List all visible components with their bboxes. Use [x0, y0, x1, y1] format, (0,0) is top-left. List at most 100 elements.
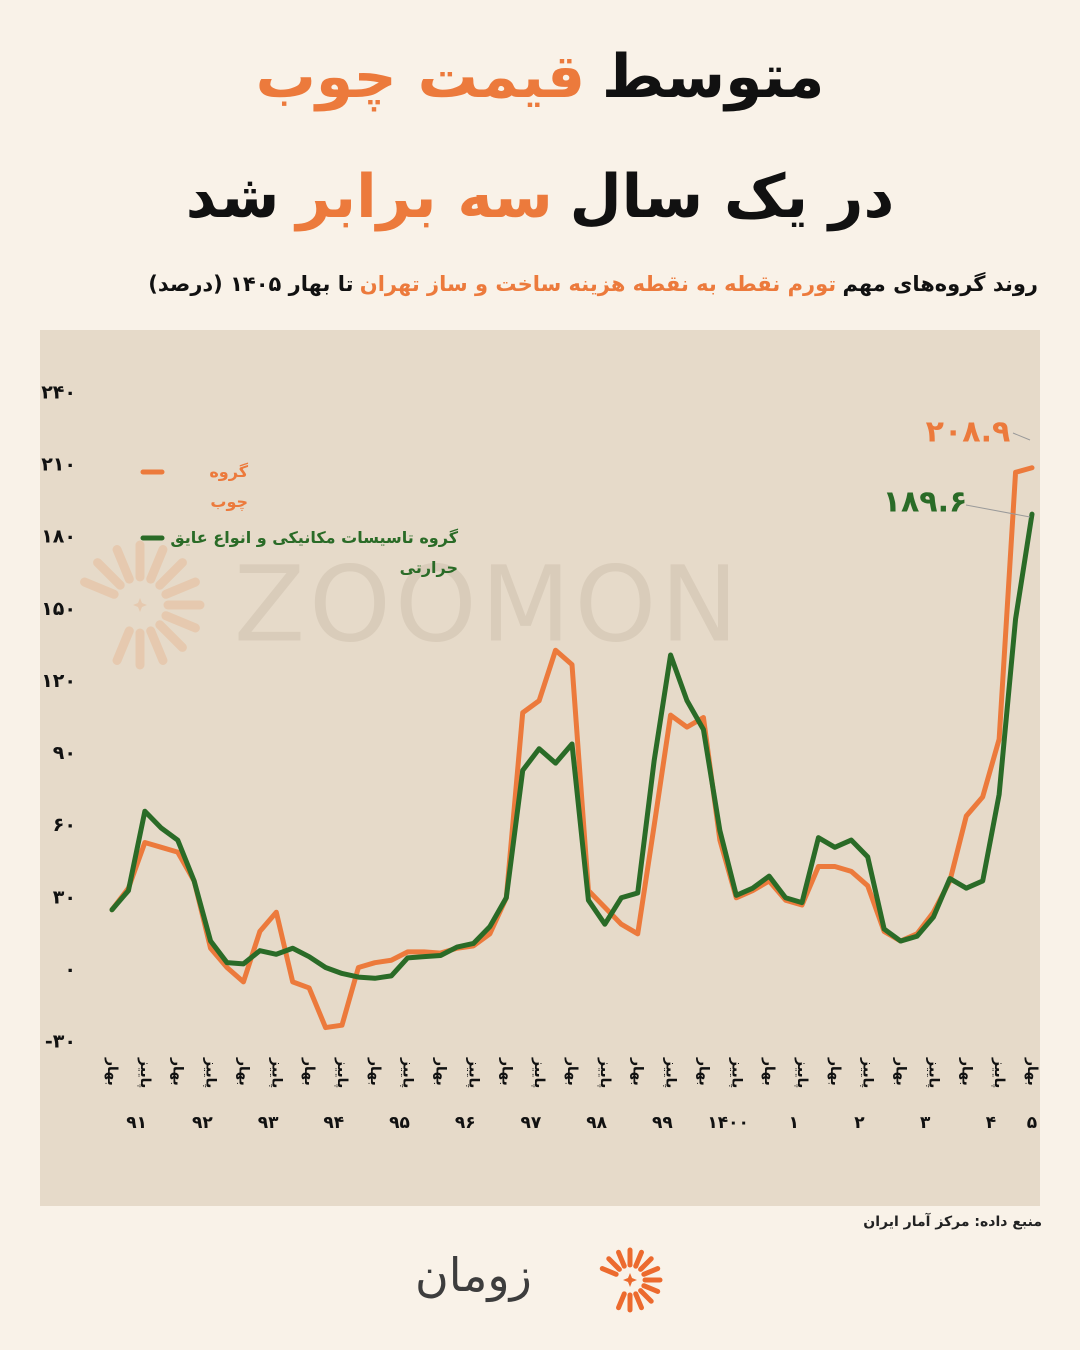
- x-tick-label: بهار: [235, 1057, 251, 1086]
- x-group-label: ۳: [920, 1113, 931, 1133]
- x-group-label: ۹۵: [389, 1113, 410, 1133]
- icon-ray: [606, 1256, 622, 1272]
- icon-ray: [146, 545, 168, 584]
- subtitle: روند گروه‌های مهم تورم نقطه به نقطه هزینه…: [148, 272, 1038, 296]
- x-tick-label: پاییز: [925, 1057, 941, 1088]
- title-part: در یک سال: [569, 162, 895, 232]
- x-tick-label: بهار: [498, 1057, 514, 1086]
- legend-label: گروه چوب: [209, 462, 248, 511]
- legend-label: گروه تاسیسات مکانیکی و انواع عایق حرارتی: [170, 528, 458, 577]
- x-tick-label: پاییز: [400, 1057, 416, 1088]
- x-group-label: ۴: [986, 1113, 996, 1133]
- x-tick-label: بهار: [367, 1057, 383, 1086]
- x-group-label: ۵: [1027, 1113, 1037, 1133]
- x-tick-label: پاییز: [794, 1057, 810, 1088]
- x-tick-label: بهار: [170, 1057, 186, 1086]
- y-tick-label: ۲۱۰: [41, 454, 76, 476]
- icon-ray: [638, 1288, 654, 1304]
- x-group-label: ۲: [854, 1113, 865, 1133]
- title-part: متوسط: [601, 42, 825, 112]
- value-label: ۱۸۹.۶: [883, 485, 968, 520]
- icon-ray: [616, 1291, 627, 1311]
- x-group-label: ۹۴: [323, 1113, 344, 1133]
- x-tick-label: بهار: [104, 1057, 120, 1086]
- x-tick-label: بهار: [695, 1057, 711, 1086]
- title-part: قیمت چوب: [255, 42, 586, 112]
- x-tick-label: پاییز: [860, 1057, 876, 1088]
- icon-ray: [641, 1266, 661, 1277]
- x-group-label: ۹۸: [586, 1113, 607, 1133]
- x-tick-label: پاییز: [991, 1057, 1007, 1088]
- icon-ray: [112, 626, 134, 665]
- x-group-label: ۹۳: [258, 1113, 279, 1133]
- y-tick-label: ۲۴۰: [41, 382, 76, 404]
- icon-ray: [93, 558, 125, 590]
- x-group-label: ۱۴۰۰: [707, 1113, 749, 1133]
- x-tick-label: پاییز: [531, 1057, 547, 1088]
- icon-ray: [112, 545, 134, 584]
- x-group-label: ۱: [789, 1113, 799, 1133]
- x-tick-label: پاییز: [465, 1057, 481, 1088]
- icon-star: [133, 598, 147, 612]
- y-tick-label: ۹۰: [53, 742, 76, 764]
- x-tick-label: بهار: [958, 1057, 974, 1086]
- chart-panel: [40, 330, 1040, 1206]
- x-tick-label: بهار: [1024, 1057, 1040, 1086]
- icon-ray: [161, 611, 200, 633]
- x-tick-label: بهار: [301, 1057, 317, 1086]
- icon-ray: [633, 1291, 644, 1311]
- x-tick-label: بهار: [433, 1057, 449, 1086]
- x-tick-label: پاییز: [663, 1057, 679, 1088]
- icon-ray: [155, 558, 187, 590]
- label-leader: [965, 504, 1031, 518]
- x-tick-label: بهار: [564, 1057, 580, 1086]
- icon-ray: [599, 1266, 619, 1277]
- source: منبع داده: مرکز آمار ایران: [863, 1214, 1042, 1230]
- label-leader: [1012, 432, 1031, 441]
- x-group-label: ۹۷: [521, 1113, 542, 1133]
- watermark: ZOOMON: [234, 543, 742, 665]
- y-tick-label: ۱۵۰: [41, 598, 76, 620]
- x-tick-label: بهار: [893, 1057, 909, 1086]
- icon-ray: [638, 1256, 654, 1272]
- y-tick-label: ۰: [64, 958, 76, 980]
- x-tick-label: پاییز: [728, 1057, 744, 1088]
- series-line: [109, 511, 1035, 981]
- icon-ray: [155, 620, 187, 652]
- x-tick-label: پاییز: [597, 1057, 613, 1088]
- value-label: ۲۰۸.۹: [926, 415, 1011, 450]
- icon-ray: [641, 1283, 661, 1294]
- x-tick-label: پاییز: [334, 1057, 350, 1088]
- y-tick-label: -۳۰: [45, 1031, 76, 1053]
- y-tick-label: ۶۰: [53, 814, 76, 836]
- x-group-label: ۹۲: [192, 1113, 213, 1133]
- title-line: در یک سال سه برابر شد: [0, 162, 1080, 232]
- x-group-label: ۹۱: [126, 1113, 147, 1133]
- icon-ray: [633, 1249, 644, 1269]
- icon-ray: [616, 1249, 627, 1269]
- icon-star: [623, 1273, 637, 1287]
- subtitle-part: روند گروه‌های مهم: [842, 272, 1038, 296]
- x-tick-label: پاییز: [203, 1057, 219, 1088]
- title-part: سه برابر: [296, 162, 553, 232]
- x-tick-label: بهار: [630, 1057, 646, 1086]
- x-tick-label: پاییز: [137, 1057, 153, 1088]
- y-tick-label: ۳۰: [53, 886, 76, 908]
- watermark-icon: [80, 540, 205, 670]
- icon-ray: [161, 577, 200, 599]
- x-tick-label: بهار: [827, 1057, 843, 1086]
- icon-ray: [80, 577, 119, 599]
- title-part: شد: [185, 162, 280, 232]
- x-group-label: ۹۹: [652, 1113, 673, 1133]
- y-tick-label: ۱۲۰: [41, 670, 76, 692]
- brand-icon: [599, 1247, 663, 1313]
- x-tick-label: بهار: [761, 1057, 777, 1086]
- title-line: متوسط قیمت چوب: [0, 42, 1080, 112]
- y-tick-label: ۱۸۰: [41, 526, 76, 548]
- x-tick-label: پاییز: [268, 1057, 284, 1088]
- subtitle-part: تورم نقطه به نقطه هزینه ساخت و ساز تهران: [359, 272, 837, 296]
- icon-ray: [146, 626, 168, 665]
- subtitle-part: تا بهار ۱۴۰۵ (درصد): [148, 272, 354, 296]
